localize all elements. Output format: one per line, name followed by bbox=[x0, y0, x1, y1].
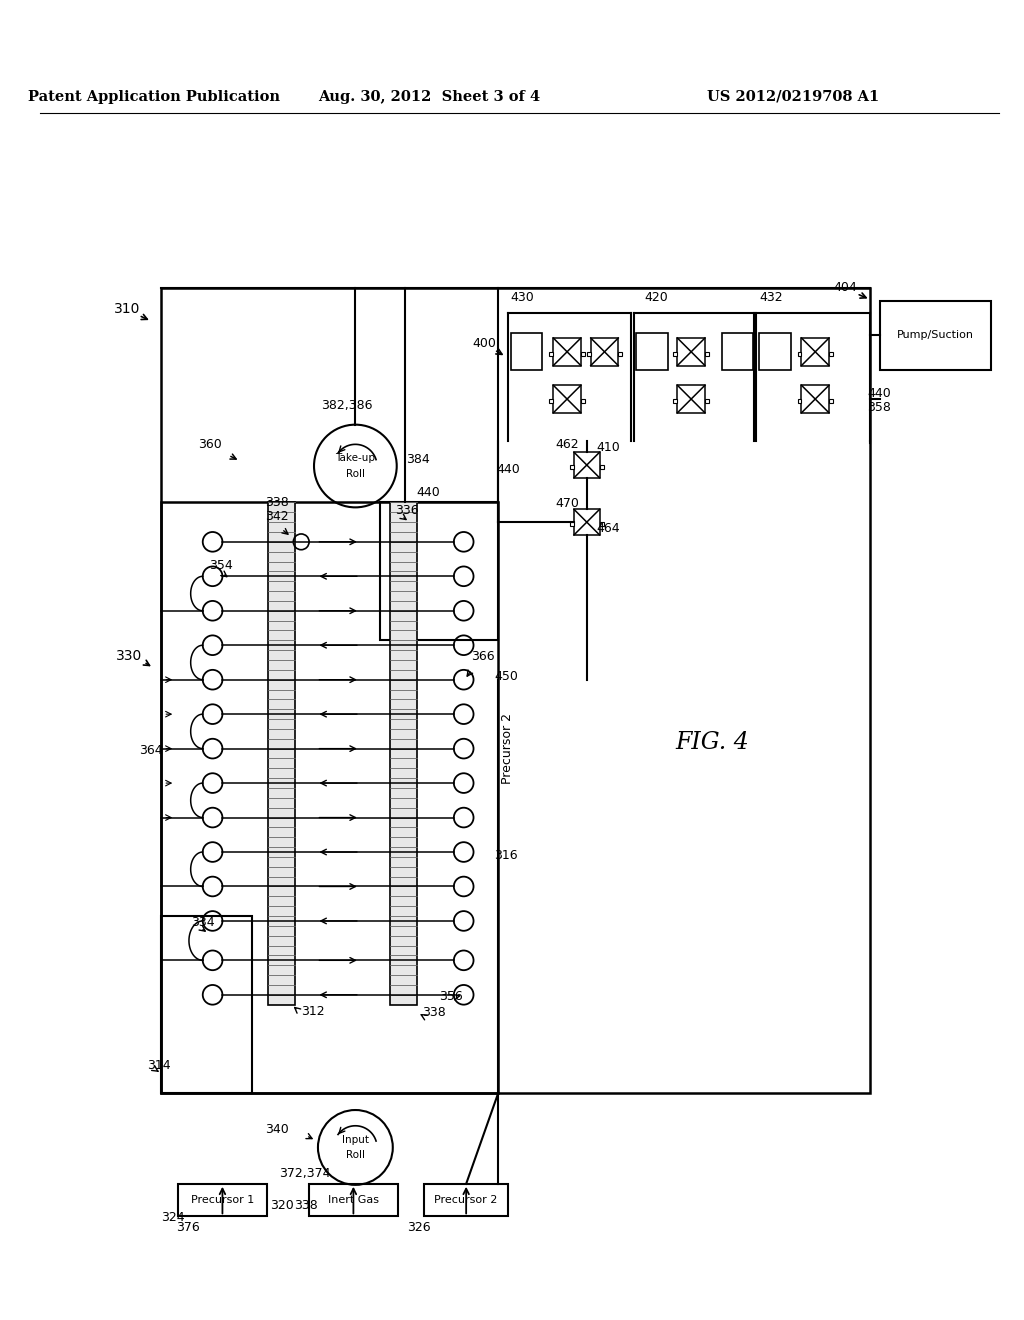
Bar bbox=[380, 503, 498, 640]
Text: 366: 366 bbox=[471, 649, 495, 663]
Bar bbox=[705, 399, 709, 403]
Text: 440: 440 bbox=[497, 463, 520, 477]
Text: 330: 330 bbox=[116, 649, 142, 663]
Text: FIG. 4: FIG. 4 bbox=[676, 731, 750, 754]
Bar bbox=[798, 352, 802, 355]
Text: 324: 324 bbox=[162, 1212, 185, 1224]
Text: Precursor 2: Precursor 2 bbox=[501, 713, 514, 784]
Text: 334: 334 bbox=[190, 916, 215, 929]
Bar bbox=[759, 333, 791, 371]
Bar bbox=[618, 352, 623, 355]
Text: 432: 432 bbox=[759, 290, 782, 304]
Text: 340: 340 bbox=[265, 1123, 289, 1135]
Bar bbox=[267, 503, 295, 1005]
Bar bbox=[674, 352, 678, 355]
Text: Roll: Roll bbox=[346, 1150, 365, 1160]
Text: 316: 316 bbox=[495, 849, 518, 862]
Bar bbox=[309, 1184, 397, 1216]
Text: Patent Application Publication: Patent Application Publication bbox=[28, 90, 280, 104]
Text: 400: 400 bbox=[472, 337, 497, 350]
Text: 420: 420 bbox=[644, 290, 668, 304]
Text: Roll: Roll bbox=[346, 469, 365, 479]
Bar bbox=[722, 333, 754, 371]
Text: 342: 342 bbox=[265, 510, 289, 523]
Text: 372,374: 372,374 bbox=[280, 1167, 331, 1180]
Bar bbox=[162, 503, 498, 1093]
Text: 356: 356 bbox=[439, 990, 463, 1003]
Text: 310: 310 bbox=[114, 302, 140, 317]
Text: Inert Gas: Inert Gas bbox=[328, 1195, 379, 1205]
Bar bbox=[802, 385, 829, 413]
Text: 464: 464 bbox=[597, 521, 621, 535]
Text: 314: 314 bbox=[146, 1059, 170, 1072]
Bar bbox=[674, 399, 678, 403]
Text: 338: 338 bbox=[294, 1200, 318, 1213]
Text: 404: 404 bbox=[833, 281, 857, 294]
Bar bbox=[553, 385, 581, 413]
Text: 364: 364 bbox=[138, 743, 163, 756]
Bar bbox=[600, 465, 603, 469]
Bar bbox=[802, 338, 829, 366]
Text: 382,386: 382,386 bbox=[321, 399, 373, 412]
Text: 312: 312 bbox=[301, 1005, 325, 1018]
Bar bbox=[705, 352, 709, 355]
Text: 354: 354 bbox=[209, 560, 232, 573]
Text: 462: 462 bbox=[555, 438, 579, 451]
Bar bbox=[591, 338, 618, 366]
Text: 410: 410 bbox=[597, 441, 621, 454]
Bar bbox=[574, 453, 600, 478]
Bar bbox=[678, 385, 705, 413]
Bar bbox=[574, 510, 600, 535]
Text: 336: 336 bbox=[395, 504, 419, 517]
Text: 326: 326 bbox=[408, 1221, 431, 1234]
Bar bbox=[587, 352, 591, 355]
Bar bbox=[829, 352, 833, 355]
Bar bbox=[390, 503, 418, 1005]
Text: 470: 470 bbox=[555, 498, 580, 511]
Text: 440: 440 bbox=[867, 387, 891, 400]
Bar bbox=[678, 338, 705, 366]
Bar bbox=[162, 916, 252, 1093]
Bar bbox=[549, 399, 553, 403]
Text: 338: 338 bbox=[265, 496, 289, 510]
Bar bbox=[581, 352, 585, 355]
Bar bbox=[570, 523, 574, 527]
Text: US 2012/0219708 A1: US 2012/0219708 A1 bbox=[708, 90, 880, 104]
Bar bbox=[178, 1184, 266, 1216]
Text: Take-up: Take-up bbox=[336, 453, 376, 463]
Text: 376: 376 bbox=[176, 1221, 200, 1234]
Text: 358: 358 bbox=[867, 401, 891, 414]
Bar bbox=[600, 523, 603, 527]
Text: 338: 338 bbox=[422, 1006, 446, 1019]
Bar bbox=[424, 1184, 508, 1216]
Text: Precursor 2: Precursor 2 bbox=[434, 1195, 498, 1205]
Text: 430: 430 bbox=[510, 290, 534, 304]
Bar bbox=[553, 338, 581, 366]
Text: 384: 384 bbox=[407, 453, 430, 466]
Text: Pump/Suction: Pump/Suction bbox=[897, 330, 974, 341]
Bar bbox=[581, 399, 585, 403]
Text: Precursor 1: Precursor 1 bbox=[190, 1195, 254, 1205]
Text: 360: 360 bbox=[198, 438, 221, 451]
Text: 440: 440 bbox=[417, 486, 440, 499]
Bar bbox=[881, 301, 990, 370]
Bar bbox=[829, 399, 833, 403]
Text: 320: 320 bbox=[269, 1200, 294, 1213]
Bar bbox=[636, 333, 668, 371]
Bar bbox=[511, 333, 543, 371]
Bar bbox=[570, 465, 574, 469]
Bar bbox=[162, 288, 870, 1093]
Text: Input: Input bbox=[342, 1135, 369, 1144]
Text: Aug. 30, 2012  Sheet 3 of 4: Aug. 30, 2012 Sheet 3 of 4 bbox=[318, 90, 541, 104]
Text: 450: 450 bbox=[495, 669, 518, 682]
Bar bbox=[798, 399, 802, 403]
Bar bbox=[549, 352, 553, 355]
